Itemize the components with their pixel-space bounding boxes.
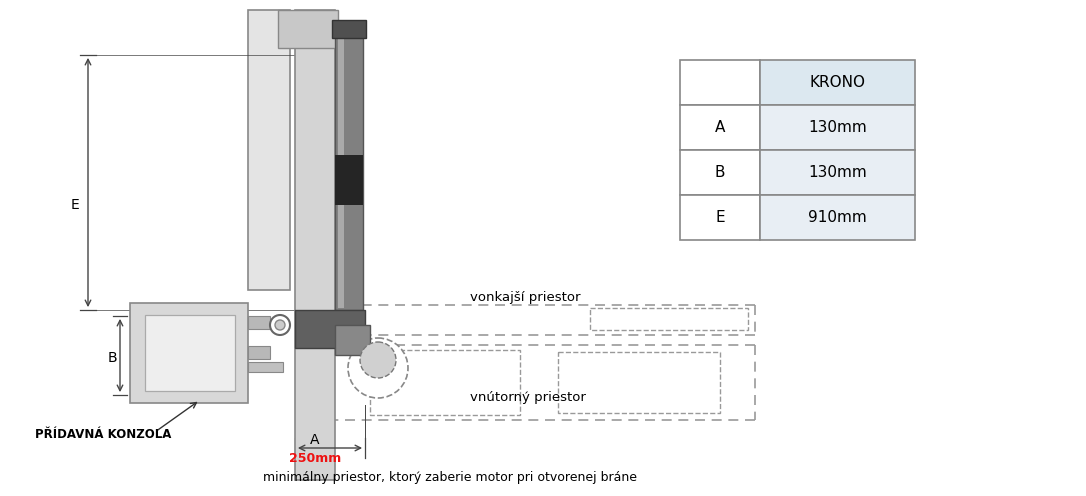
Text: E: E (71, 198, 79, 212)
Text: KRONO: KRONO (809, 75, 866, 90)
Bar (248, 346, 270, 359)
Bar (680, 150, 760, 195)
Text: A: A (311, 433, 319, 447)
Bar (680, 105, 760, 150)
Circle shape (359, 342, 396, 378)
Bar (278, 10, 338, 48)
Bar (248, 362, 283, 372)
Bar (338, 32, 344, 308)
Text: 250mm: 250mm (289, 451, 341, 464)
Bar (590, 308, 748, 330)
Bar (332, 20, 366, 38)
Bar (334, 155, 363, 205)
Text: 130mm: 130mm (808, 120, 867, 135)
Text: B: B (108, 351, 117, 365)
Bar (760, 195, 915, 240)
Text: A: A (715, 120, 725, 135)
Bar (146, 315, 235, 391)
Circle shape (348, 338, 408, 398)
Text: 910mm: 910mm (808, 210, 867, 225)
Text: E: E (716, 210, 724, 225)
Bar (760, 105, 915, 150)
Circle shape (270, 315, 290, 335)
Circle shape (275, 320, 285, 330)
Text: vnútorný priestor: vnútorný priestor (470, 391, 585, 405)
Bar (370, 350, 520, 415)
Text: 130mm: 130mm (808, 165, 867, 180)
Bar (334, 325, 370, 355)
Bar (130, 303, 248, 403)
Text: vonkajší priestor: vonkajší priestor (470, 292, 581, 305)
Text: PŘÍDAVNÁ KONZOLA: PŘÍDAVNÁ KONZOLA (35, 429, 172, 441)
Bar (248, 316, 270, 329)
Bar (248, 10, 290, 290)
Bar (760, 60, 915, 105)
Bar (760, 150, 915, 195)
Bar (680, 60, 760, 105)
Text: minimálny priestor, ktorý zaberie motor pri otvorenej bráne: minimálny priestor, ktorý zaberie motor … (263, 472, 637, 485)
Bar (295, 310, 365, 348)
Text: B: B (715, 165, 725, 180)
Bar (680, 195, 760, 240)
Bar (295, 10, 334, 480)
Bar (334, 30, 363, 310)
Bar (558, 352, 720, 413)
